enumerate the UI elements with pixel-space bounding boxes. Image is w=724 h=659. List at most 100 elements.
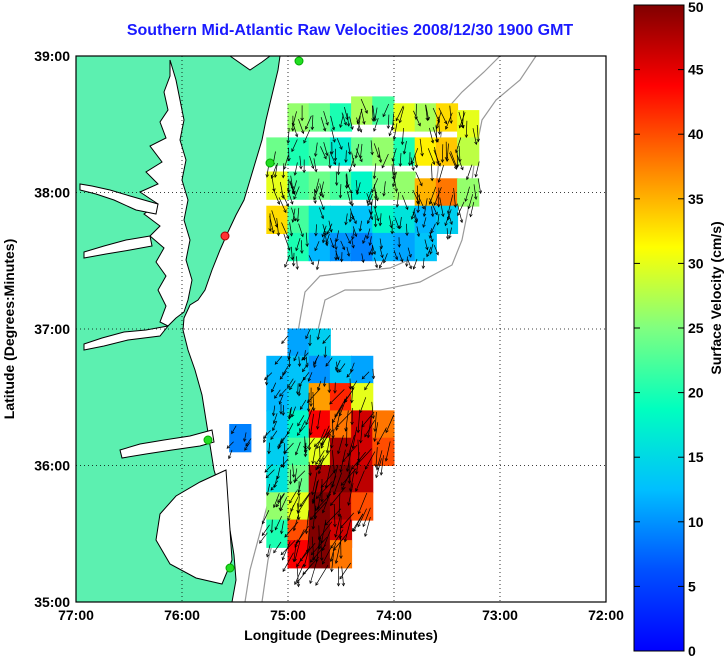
velocity-cell [287,137,310,166]
velocity-vector [312,479,319,502]
velocity-cell [308,232,331,262]
velocity-arrowhead [292,527,297,532]
velocity-arrowhead [400,258,404,263]
velocity-vector [328,154,331,169]
velocity-arrowhead [465,176,470,181]
velocity-arrowhead [419,182,423,187]
velocity-arrowhead [265,492,270,497]
velocity-arrowhead [295,266,299,270]
velocity-arrowhead [300,233,304,238]
velocity-cell [457,137,480,166]
velocity-cell [372,137,395,166]
velocity-vector [282,541,291,561]
velocity-arrowhead [321,509,326,514]
velocity-vector [303,546,311,567]
velocity-arrowhead [291,219,295,223]
velocity-arrowhead [274,395,278,399]
velocity-arrowhead [281,340,285,345]
velocity-arrowhead [333,523,337,528]
velocity-arrowhead [437,162,441,167]
velocity-vector [370,140,373,155]
velocity-vector [284,254,291,268]
velocity-arrowhead [261,532,265,537]
velocity-arrowhead [407,162,412,167]
velocity-arrowhead [358,228,362,232]
velocity-vector [295,237,301,251]
velocity-vector [315,224,317,236]
velocity-vector [360,108,365,125]
velocity-arrowhead [302,169,306,174]
velocity-vector [282,366,289,376]
velocity-vector [298,118,304,134]
velocity-arrowhead [355,488,359,492]
velocity-arrowhead [290,256,294,261]
velocity-arrowhead [455,149,459,154]
velocity-vector [297,207,300,222]
velocity-vector [345,150,347,163]
velocity-cell [308,171,331,200]
velocity-vector [330,115,335,130]
velocity-vector [370,199,373,214]
velocity-arrowhead [348,168,352,173]
velocity-vector [427,148,435,165]
velocity-arrowhead [331,126,336,131]
velocity-vector [385,414,395,433]
velocity-arrowhead [376,217,380,222]
colorbar-label: Surface Velocity (cm/s) [708,221,724,374]
velocity-arrowhead [293,558,297,563]
velocity-vector [322,491,332,513]
velocity-vector [317,449,331,469]
velocity-arrowhead [330,568,334,573]
velocity-cell [266,171,289,200]
velocity-vector [374,107,378,122]
velocity-arrowhead [368,251,372,256]
velocity-arrowhead [343,122,347,126]
velocity-vector [332,464,339,488]
velocity-arrowhead [364,110,368,114]
velocity-vector [315,178,320,193]
velocity-arrowhead [338,535,342,540]
velocity-vector [371,401,374,419]
velocity-vector [272,405,276,416]
velocity-arrowhead [361,375,366,380]
velocity-arrowhead [394,188,398,193]
velocity-vector [273,493,280,508]
velocity-arrowhead [317,470,322,475]
velocity-vector [309,155,314,169]
velocity-arrowhead [302,563,307,568]
velocity-arrowhead [322,383,327,388]
velocity-vector [339,562,351,580]
velocity-vector [356,448,372,466]
velocity-cell [308,205,331,234]
velocity-vector [326,223,333,235]
velocity-cell [287,328,310,357]
velocity-arrowhead [281,556,285,561]
velocity-arrowhead [436,204,441,208]
velocity-arrowhead [332,470,336,474]
velocity-vector [345,233,351,244]
rappahannock-river [83,235,153,259]
velocity-vector [457,201,465,216]
velocity-vector [355,143,360,159]
velocity-cell [393,232,416,262]
velocity-arrowhead [361,423,365,428]
x-tick-label: 75:00 [270,607,306,623]
velocity-arrowhead [357,510,361,515]
velocity-vector [308,255,314,265]
velocity-arrowhead [276,475,280,480]
velocity-vector [314,241,320,251]
velocity-arrowhead [279,376,284,380]
velocity-arrowhead [315,495,320,500]
velocity-vector [472,128,477,145]
velocity-vector [330,542,337,562]
colorbar-tick-label: 50 [688,0,704,15]
velocity-arrowhead [274,224,279,228]
velocity-vector [263,430,271,439]
velocity-arrowhead [333,390,337,394]
velocity-vector [372,368,375,379]
velocity-vector [379,247,383,258]
velocity-vector [320,536,323,561]
velocity-vector [333,503,336,527]
velocity-vector [297,383,299,395]
velocity-arrowhead [331,244,335,249]
